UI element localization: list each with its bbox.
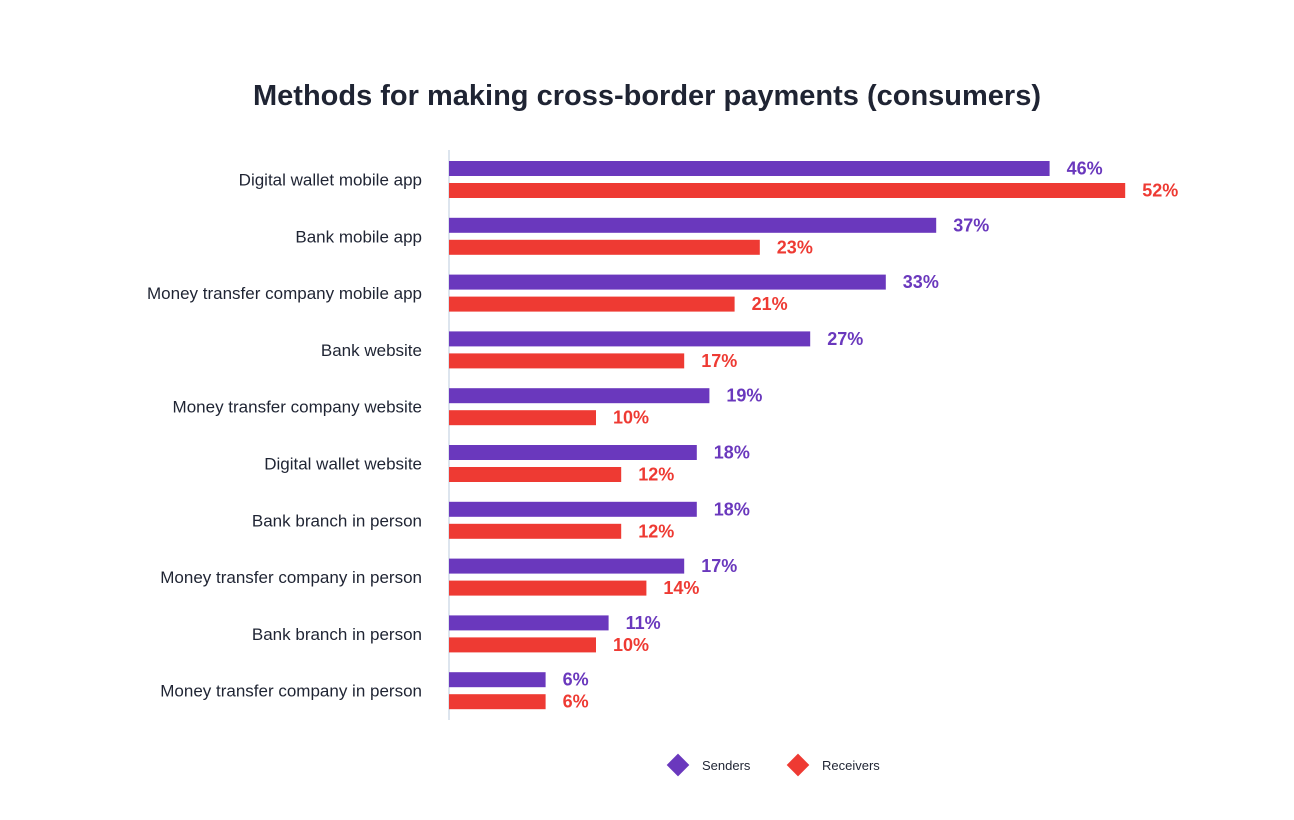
category-label: Digital wallet website (264, 455, 422, 474)
bar-senders (449, 445, 697, 460)
bar-senders (449, 331, 811, 347)
bar-senders (449, 615, 609, 631)
data-label: 18% (714, 499, 750, 519)
category-label: Digital wallet mobile app (239, 171, 422, 190)
bar-senders (449, 161, 1050, 176)
chart-title: Methods for making cross-border payments… (253, 80, 1041, 112)
bar-receivers (449, 239, 760, 255)
bar-senders (449, 672, 546, 688)
category-label: Bank mobile app (295, 227, 422, 246)
data-label: 12% (638, 465, 674, 485)
bar-senders (449, 274, 886, 290)
legend-diamond-icon (666, 753, 690, 777)
bar-receivers (449, 523, 622, 539)
bar-receivers (449, 467, 622, 482)
data-label: 10% (613, 408, 649, 428)
legend-label: Receivers (822, 758, 880, 773)
data-label: 17% (701, 556, 737, 576)
data-label: 10% (613, 635, 649, 655)
category-label: Bank website (321, 341, 422, 360)
data-label: 52% (1142, 181, 1178, 201)
data-label: 21% (752, 294, 788, 314)
bar-receivers (449, 580, 647, 596)
bar-receivers (449, 410, 596, 426)
bar-receivers (449, 694, 546, 710)
category-label: Money transfer company in person (160, 682, 422, 701)
legend-label: Senders (702, 758, 751, 773)
category-label: Bank branch in person (252, 625, 422, 644)
data-label: 12% (638, 521, 674, 541)
data-label: 6% (563, 670, 589, 690)
bar-senders (449, 217, 937, 233)
data-label: 18% (714, 443, 750, 463)
data-label: 6% (563, 692, 589, 712)
data-label: 33% (903, 272, 939, 292)
data-label: 11% (626, 613, 661, 633)
data-label: 19% (726, 386, 762, 406)
data-label: 37% (953, 215, 989, 235)
bar-receivers (449, 296, 735, 312)
bar-receivers (449, 353, 685, 369)
bar-senders (449, 501, 697, 517)
category-label: Money transfer company in person (160, 568, 422, 587)
category-label: Bank branch in person (252, 511, 422, 530)
data-label: 14% (663, 578, 699, 598)
category-label: Money transfer company mobile app (147, 284, 422, 303)
data-label: 17% (701, 351, 737, 371)
legend-diamond-icon (786, 753, 810, 777)
bar-receivers (449, 637, 596, 653)
bar-receivers (449, 183, 1126, 198)
category-label: Money transfer company website (173, 398, 422, 417)
data-label: 23% (777, 237, 813, 257)
bar-senders (449, 558, 685, 574)
bar-senders (449, 388, 710, 404)
data-label: 46% (1067, 159, 1103, 179)
data-label: 27% (827, 329, 863, 349)
